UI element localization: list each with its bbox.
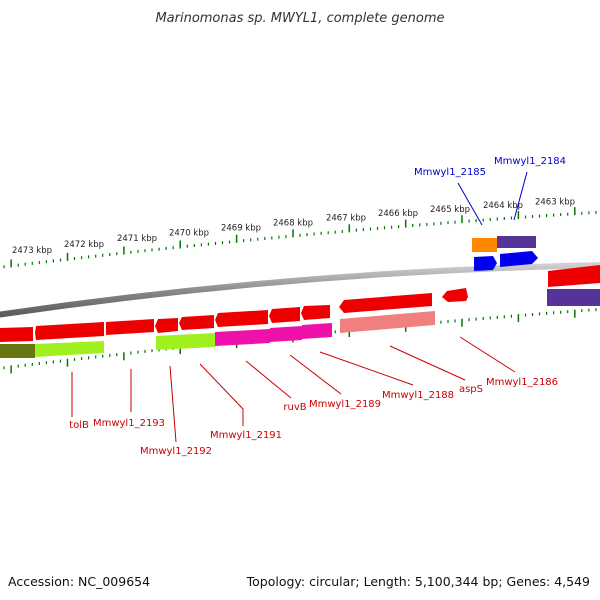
gene-block-purple-edge[interactable] [547, 289, 600, 306]
forward-genes [442, 236, 600, 306]
accession-text: Accession: NC_009654 [8, 574, 150, 589]
category-block-magenta-a [215, 329, 270, 346]
gene-arrow-right-edge[interactable] [548, 265, 600, 287]
gene-label-mmwyl1-2188[interactable]: Mmwyl1_2188 [382, 390, 454, 401]
gene-arrow-mmwyl1-2191[interactable] [179, 315, 214, 330]
gene-label-mmwyl1-2186[interactable]: Mmwyl1_2186 [486, 377, 558, 388]
gene-label-aspS[interactable]: aspS [459, 384, 483, 395]
category-block-lime-b [156, 333, 215, 350]
gene-label-ruvB[interactable]: ruvB [283, 402, 306, 413]
gene-label-mmwyl1-2193[interactable]: Mmwyl1_2193 [93, 418, 165, 429]
gene-label-mmwyl1-2185[interactable]: Mmwyl1_2185 [414, 167, 486, 178]
scale-label: 2470 kbp [169, 229, 209, 239]
scale-label: 2472 kbp [64, 240, 104, 250]
gene-block-orange[interactable] [472, 238, 497, 252]
scale-ticks-upper [3, 207, 597, 269]
scale-label: 2467 kbp [326, 214, 366, 224]
gene-label-tolB[interactable]: tolB [69, 420, 89, 431]
scale-label: 2464 kbp [483, 201, 523, 211]
category-block-magenta-c [302, 323, 332, 339]
forward-label-leaders [457, 171, 528, 226]
category-block-olive [0, 344, 35, 358]
gene-arrow-mmwyl1-2188[interactable] [301, 305, 330, 320]
gene-label-mmwyl1-2189[interactable]: Mmwyl1_2189 [309, 399, 381, 410]
gene-label-mmwyl1-2184[interactable]: Mmwyl1_2184 [494, 156, 566, 167]
gene-block-purple[interactable] [497, 236, 536, 248]
reverse-gene-labels: tolB Mmwyl1_2193 Mmwyl1_2192 Mmwyl1_2191… [69, 377, 558, 457]
reverse-genes [0, 293, 435, 342]
gene-arrow-mmwyl1-2193[interactable] [106, 319, 154, 335]
gene-arrow-mmwyl1-2184[interactable] [500, 251, 538, 267]
category-block-lime-a [35, 341, 104, 357]
gene-label-mmwyl1-2191[interactable]: Mmwyl1_2191 [210, 430, 282, 441]
gene-block-mmwyl1-2186[interactable] [340, 311, 435, 333]
gene-arrow-aspS-small[interactable] [442, 288, 468, 302]
scale-label: 2471 kbp [117, 234, 157, 244]
scale-label: 2463 kbp [535, 198, 575, 208]
gene-arrow-mmwyl1-2185[interactable] [474, 256, 497, 271]
gene-arrow-ruvB[interactable] [215, 310, 268, 327]
forward-gene-labels: Mmwyl1_2185 Mmwyl1_2184 [414, 156, 566, 178]
gene-arrow-mmwyl1-2192[interactable] [155, 318, 178, 333]
scale-label: 2468 kbp [273, 218, 313, 228]
genome-backbone [0, 262, 600, 318]
category-blocks [0, 323, 332, 358]
gene-arrow-aspS[interactable] [339, 293, 432, 313]
category-block-magenta-b [270, 326, 302, 342]
gene-arrow-tolB-a[interactable] [0, 327, 33, 342]
scale-label: 2473 kbp [12, 246, 52, 256]
genome-summary-text: Topology: circular; Length: 5,100,344 bp… [246, 574, 590, 589]
map-title: Marinomonas sp. MWYL1, complete genome [155, 11, 444, 26]
gene-arrow-mmwyl1-2189[interactable] [269, 307, 300, 323]
scale-label: 2465 kbp [430, 205, 470, 215]
scale-label: 2466 kbp [378, 209, 418, 219]
gene-arrow-tolB[interactable] [35, 322, 104, 340]
scale-labels: 2473 kbp 2472 kbp 2471 kbp 2470 kbp 2469 kbp… [12, 198, 575, 256]
scale-label: 2469 kbp [221, 223, 261, 233]
gene-label-mmwyl1-2192[interactable]: Mmwyl1_2192 [140, 446, 212, 457]
reverse-label-leaders [71, 336, 516, 443]
